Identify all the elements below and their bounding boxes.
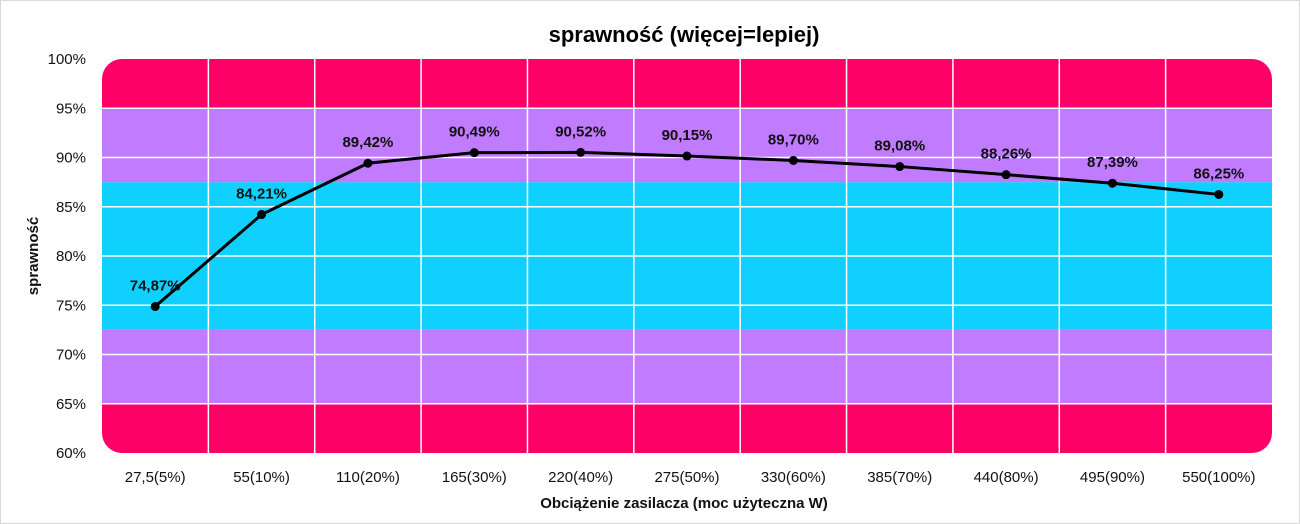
- data-point: [788, 155, 798, 165]
- x-tick-label: 385(70%): [867, 469, 932, 486]
- data-label: 84,21%: [236, 186, 287, 203]
- data-point: [895, 162, 905, 172]
- x-tick-label: 27,5(5%): [125, 469, 186, 486]
- band-4: [102, 59, 1272, 109]
- y-axis-ticks: 60% 65% 70% 75% 80% 85% 90% 95% 100%: [48, 51, 86, 462]
- y-tick-label: 90%: [56, 150, 86, 167]
- x-tick-label: 110(20%): [336, 469, 400, 486]
- x-tick-label: 55(10%): [233, 469, 290, 486]
- data-point: [576, 147, 586, 157]
- data-label: 86,25%: [1193, 165, 1244, 182]
- x-tick-label: 330(60%): [761, 469, 826, 486]
- data-point: [1107, 178, 1117, 188]
- y-tick-label: 85%: [56, 199, 86, 216]
- data-label: 89,70%: [768, 131, 819, 148]
- data-label: 90,15%: [662, 127, 713, 144]
- x-tick-label: 275(50%): [654, 469, 719, 486]
- data-point: [257, 210, 267, 220]
- data-label: 88,26%: [981, 146, 1032, 163]
- y-tick-label: 75%: [56, 297, 86, 314]
- data-label: 89,08%: [874, 138, 925, 155]
- data-label: 87,39%: [1087, 154, 1138, 171]
- y-tick-label: 80%: [56, 248, 86, 265]
- band-0: [102, 403, 1272, 453]
- data-point: [1214, 189, 1224, 199]
- band-3: [102, 108, 1272, 183]
- x-tick-label: 550(100%): [1182, 469, 1255, 486]
- data-point: [150, 302, 160, 312]
- band-1: [102, 329, 1272, 404]
- data-point: [469, 148, 479, 158]
- data-label: 74,87%: [130, 278, 181, 295]
- x-tick-label: 440(80%): [974, 469, 1039, 486]
- data-point: [682, 151, 692, 161]
- data-label: 90,49%: [449, 124, 500, 141]
- x-tick-label: 165(30%): [442, 469, 507, 486]
- x-axis-ticks: 27,5(5%) 55(10%) 110(20%) 165(30%) 220(40%) 2…: [125, 469, 1256, 486]
- y-tick-label: 65%: [56, 396, 86, 413]
- y-tick-label: 95%: [56, 100, 86, 117]
- y-axis-label: sprawność: [25, 217, 42, 295]
- x-tick-label: 495(90%): [1080, 469, 1145, 486]
- x-tick-label: 220(40%): [548, 469, 613, 486]
- data-label: 89,42%: [342, 134, 393, 151]
- y-tick-label: 60%: [56, 445, 86, 462]
- series-group: 74,87% 84,21% 89,42% 90,49% 90,52% 90,15% 89,7…: [130, 123, 1244, 312]
- y-tick-label: 100%: [48, 51, 86, 68]
- data-label: 90,52%: [555, 123, 606, 140]
- x-axis-label: Obciążenie zasilacza (moc użyteczna W): [540, 495, 828, 512]
- chart-title: sprawność (więcej=lepiej): [549, 22, 820, 47]
- data-point: [1001, 170, 1011, 180]
- y-tick-label: 70%: [56, 347, 86, 364]
- data-point: [363, 158, 373, 168]
